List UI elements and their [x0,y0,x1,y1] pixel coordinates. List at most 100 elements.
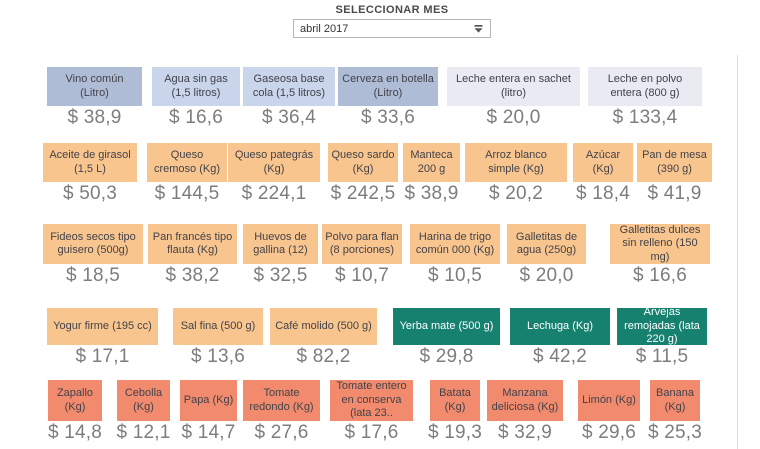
product-price: $ 25,3 [647,422,703,443]
product-label: Leche entera en sachet (litro) [456,73,571,99]
product-card[interactable]: Manzana deliciosa (Kg) [487,380,563,421]
product-label: Lechuga (Kg) [526,319,594,332]
product-card[interactable]: Sal fina (500 g) [173,308,263,345]
product-card[interactable]: Aceite de girasol (1,5 L) [43,143,137,182]
product-label: Banana (Kg) [656,387,694,413]
product-label: Batata (Kg) [439,387,471,413]
product-card[interactable]: Tomate entero en conserva (lata 23.. [330,380,413,421]
product-price: $ 242,5 [330,183,396,204]
product-price: $ 82,2 [296,346,351,367]
product-price: $ 27,6 [254,422,309,443]
product-card[interactable]: Batata (Kg) [430,380,480,421]
product-card[interactable]: Gaseosa base cola (1,5 litros) [243,67,335,106]
product-price: $ 36,4 [261,107,317,128]
product-card[interactable]: Tomate redondo (Kg) [243,380,320,421]
product-price: $ 144,5 [154,183,220,204]
product-card[interactable]: Polvo para flan (8 porciones) [322,224,402,264]
product-label: Cerveza en botella (Litro) [342,73,434,99]
product-card[interactable]: Banana (Kg) [650,380,700,421]
product-label: Papa (Kg) [183,393,234,406]
product-card[interactable]: Vino común (Litro) [47,67,142,106]
product-card[interactable]: Lechuga (Kg) [510,308,610,345]
product-card[interactable]: Harina de trigo común 000 (Kg) [410,224,500,264]
product-price: $ 38,9 [404,183,459,204]
product-card[interactable]: Limón (Kg) [578,380,640,421]
caret-down-icon [473,24,484,34]
product-card[interactable]: Fideos secos tipo guisero (500g) [43,224,143,264]
product-price: $ 17,1 [75,346,130,367]
product-card[interactable]: Pan francés tipo flauta (Kg) [148,224,237,264]
product-price: $ 41,9 [647,183,702,204]
product-price: $ 32,5 [253,265,308,286]
product-label: Café molido (500 g) [275,319,372,332]
product-price: $ 224,1 [241,183,307,204]
product-label: Yerba mate (500 g) [399,319,494,332]
product-price: $ 18,5 [65,265,121,286]
month-filter-title: SELECCIONAR MES [335,4,449,16]
product-card[interactable]: Arroz blanco simple (Kg) [465,143,567,182]
product-label: Azúcar (Kg) [585,149,621,175]
product-price: $ 18,4 [575,183,631,204]
product-label: Galletitas de agua (250g) [515,230,578,256]
product-card[interactable]: Arvejas remojadas (lata 220 g) [617,306,707,345]
product-card[interactable]: Cebolla (Kg) [117,380,170,421]
product-card[interactable]: Manteca 200 g [403,143,460,182]
month-dropdown-value: abril 2017 [300,22,349,35]
product-card[interactable]: Huevos de gallina (12) [243,224,318,264]
product-card[interactable]: Yerba mate (500 g) [393,308,500,345]
product-label: Sal fina (500 g) [180,319,256,332]
month-dropdown[interactable]: abril 2017 [293,19,491,38]
product-price: $ 29,6 [581,422,637,443]
product-price: $ 14,7 [181,422,236,443]
product-card[interactable]: Leche entera en sachet (litro) [447,67,580,106]
product-price: $ 16,6 [168,107,224,128]
product-label: Yogur firme (195 cc) [53,319,152,332]
product-card[interactable]: Queso pategrás (Kg) [228,143,320,182]
product-price: $ 11,5 [635,346,689,367]
product-label: Fideos secos tipo guisero (500g) [50,230,136,256]
product-card[interactable]: Café molido (500 g) [270,308,377,345]
product-label: Pan francés tipo flauta (Kg) [152,230,233,256]
product-card[interactable]: Queso cremoso (Kg) [147,143,227,182]
product-price: $ 133,4 [612,107,678,128]
product-price: $ 42,2 [532,346,588,367]
product-label: Huevos de gallina (12) [253,230,308,256]
product-card[interactable]: Yogur firme (195 cc) [47,308,158,345]
product-card[interactable]: Leche en polvo entera (800 g) [588,67,702,106]
product-price: $ 19,3 [427,422,483,443]
product-label: Polvo para flan (8 porciones) [325,230,399,256]
product-price: $ 10,5 [427,265,483,286]
product-label: Zapallo (Kg) [56,387,94,413]
product-label: Queso pategrás (Kg) [234,149,314,175]
product-label: Gaseosa base cola (1,5 litros) [252,73,326,99]
product-label: Agua sin gas (1,5 litros) [164,73,228,99]
product-price: $ 29,8 [419,346,474,367]
product-label: Leche en polvo entera (800 g) [607,73,683,99]
product-card[interactable]: Azúcar (Kg) [573,143,633,182]
product-label: Vino común (Litro) [65,73,124,99]
product-card[interactable]: Cerveza en botella (Litro) [338,67,438,106]
product-label: Arroz blanco simple (Kg) [485,149,547,175]
product-card[interactable]: Zapallo (Kg) [48,380,102,421]
product-price: $ 33,6 [360,107,416,128]
product-card[interactable]: Galletitas dulces sin relleno (150 mg) [610,224,710,264]
product-label: Cebolla (Kg) [124,387,163,413]
product-label: Tomate entero en conserva (lata 23.. [336,380,407,420]
product-label: Galletitas dulces sin relleno (150 mg) [619,223,701,263]
product-price: $ 17,6 [344,422,399,443]
product-price: $ 14,8 [47,422,103,443]
product-card[interactable]: Queso sardo (Kg) [328,143,398,182]
product-price: $ 13,6 [190,346,246,367]
product-price: $ 12,1 [116,422,171,443]
product-label: Pan de mesa (390 g) [642,149,707,175]
product-label: Manteca 200 g [410,149,453,175]
product-label: Tomate redondo (Kg) [249,387,314,413]
product-label: Aceite de girasol (1,5 L) [49,149,131,175]
product-card[interactable]: Agua sin gas (1,5 litros) [152,67,240,106]
product-card[interactable]: Pan de mesa (390 g) [637,143,712,182]
product-card[interactable]: Galletitas de agua (250g) [507,224,586,264]
product-price: $ 20,0 [486,107,541,128]
product-price: $ 16,6 [632,265,688,286]
product-card[interactable]: Papa (Kg) [180,380,237,421]
